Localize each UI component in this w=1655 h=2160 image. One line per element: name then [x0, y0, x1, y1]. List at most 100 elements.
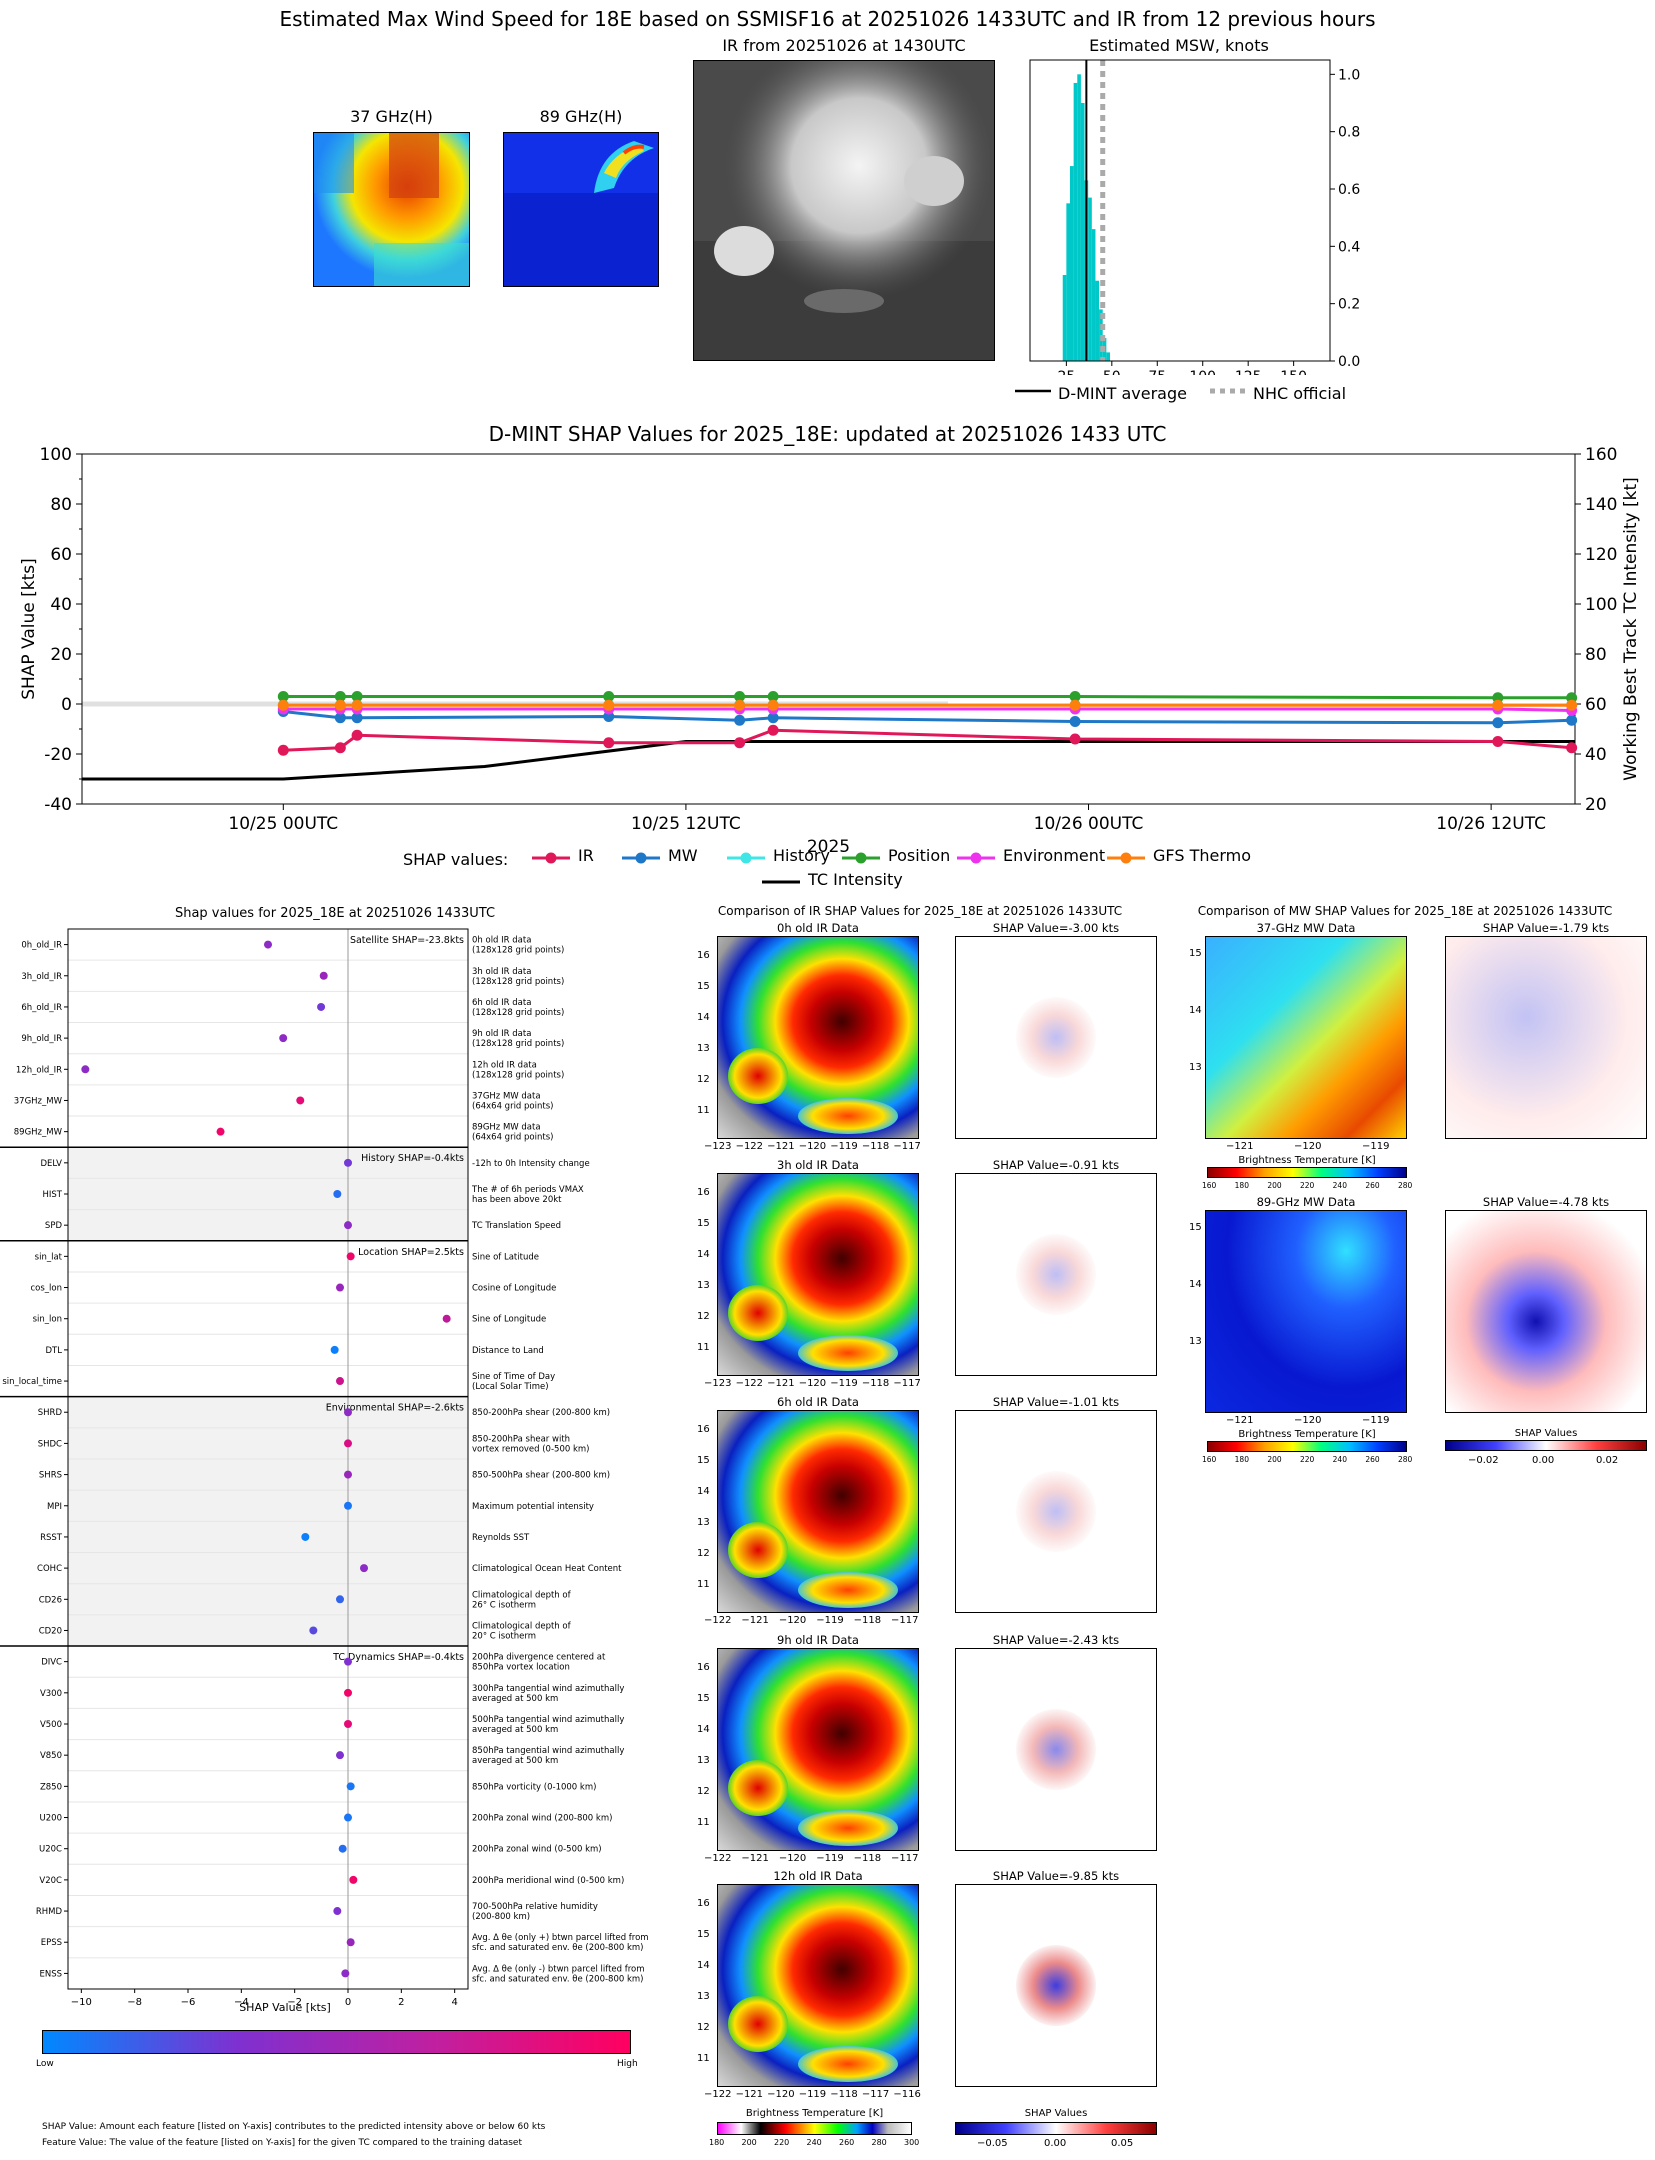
feature-group-label: TC Dynamics SHAP=-0.4kts [332, 1652, 464, 1663]
ts-xlabel: 2025 [807, 837, 850, 857]
ir-panel-title: 6h old IR Data [777, 1395, 859, 1409]
ir-panel-title: 12h old IR Data [773, 1869, 863, 1883]
ts-xtick-label: 10/25 12UTC [631, 814, 741, 834]
ts-legend-label: MW [668, 846, 698, 865]
series-point [277, 744, 289, 756]
feature-shap-point [344, 1439, 352, 1448]
ir-lon-tick: −122 [735, 1378, 764, 1389]
series-ir [277, 724, 1578, 756]
feature-description: Climatological depth of [472, 1590, 572, 1600]
ir-lon-tick: −118 [853, 1853, 882, 1864]
feature-name: SHRS [39, 1471, 62, 1481]
mw-bt-colorbar [1207, 1441, 1407, 1452]
hist-legend-dmint: D-MINT average [1058, 384, 1187, 403]
ir-lon-tick: −121 [741, 1853, 769, 1864]
feature-name: 9h_old_IR [21, 1034, 62, 1044]
ts-legend: IR MW History Position Environment GFS Thermo… [530, 846, 1350, 896]
ir-bt-tick: 260 [839, 2138, 855, 2147]
ir-lon-tick: −121 [767, 1378, 795, 1389]
feature-shap-point [296, 1096, 305, 1105]
colorbar-low-label: Low [36, 2059, 54, 2069]
mw-bt-tick: 260 [1365, 1455, 1380, 1464]
series-position [277, 691, 1578, 704]
feature-shap-chart: Satellite SHAP=-23.8kts History SHAP=-0.4… [0, 928, 649, 2008]
ts-legend-swatch [842, 852, 880, 864]
hist-ytick-label: 0.2 [1338, 297, 1360, 313]
ir-lat-tick: 16 [697, 1898, 710, 1909]
ir-lat-tick: 15 [697, 1218, 710, 1229]
shap-ts-chart: -40 -20 0 20 40 60 80 100 20 40 60 80 100 120 140 160 10… [19, 445, 1641, 857]
mw-shap-map [1445, 936, 1647, 1139]
feature-description: Sine of Longitude [472, 1315, 546, 1325]
series-point [351, 699, 363, 711]
feature-name: cos_lon [30, 1284, 62, 1294]
ir-bt-colorbar [717, 2122, 912, 2135]
feature-shap-point [319, 971, 328, 980]
ts-legend-swatch-dot [1120, 852, 1132, 864]
feature-description: Climatological depth of [472, 1621, 572, 1631]
ir-shap-tick: −0.05 [977, 2138, 1008, 2149]
mw-shap-tick: −0.02 [1468, 1455, 1499, 1466]
feature-shap-point [442, 1314, 451, 1323]
ts-frame [81, 453, 1576, 805]
ir-lat-tick: 15 [697, 981, 710, 992]
feature-description: (64x64 grid points) [472, 1101, 553, 1111]
ir-lat-tick: 16 [697, 950, 710, 961]
mw37-image [313, 132, 470, 287]
ir-brightness-image [717, 1173, 919, 1376]
mw-shap-map [1445, 1210, 1647, 1413]
hist-bar [1088, 197, 1092, 361]
ts-legend-title: SHAP values: [403, 850, 509, 869]
ts-ytick-label: 60 [50, 545, 72, 565]
feature-shap-point [338, 1844, 347, 1853]
ir-lon-tick: −116 [893, 2089, 921, 2100]
feature-description: (200-800 km) [472, 1912, 530, 1922]
ts-legend-label: Environment [1003, 846, 1106, 865]
ir-lat-tick: 13 [697, 1991, 710, 2002]
ts-legend-swatch-dot [740, 852, 752, 864]
feature-description: Avg. Δ θe (only -) btwn parcel lifted fr… [472, 1964, 645, 1974]
ts-ytick-right-label: 20 [1585, 795, 1607, 815]
feature-description: The # of 6h periods VMAX [471, 1185, 584, 1195]
ir-lon-tick: −118 [861, 1378, 890, 1389]
feature-shap-point [344, 1720, 352, 1728]
mw-bt-tick: 240 [1332, 1455, 1347, 1464]
ir-lon-tick: −117 [893, 1141, 921, 1152]
feature-name: ENSS [39, 1969, 62, 1979]
feature-name: V850 [40, 1751, 62, 1761]
series-point [334, 699, 346, 711]
ir-lon-tick: −117 [893, 1378, 921, 1389]
feature-description: (128x128 grid points) [472, 1039, 564, 1049]
feature-colorbar [42, 2030, 631, 2054]
feature-shap-point [344, 1501, 352, 1510]
feature-xlabel: SHAP Value [kts] [239, 2001, 331, 2014]
series-line [283, 710, 1572, 725]
hist-bar [1066, 203, 1070, 361]
mw-panel-title: 89-GHz MW Data [1256, 1195, 1356, 1209]
feature-description: 850-200hPa shear with [472, 1434, 570, 1444]
feature-name: Z850 [40, 1782, 62, 1792]
mw37-title: 37 GHz(H) [350, 107, 433, 126]
hist-xtick-label: 150 [1280, 369, 1307, 375]
series-mw [277, 706, 1578, 729]
ir-lon-tick: −117 [891, 1853, 919, 1864]
mw-shap-tick: 0.02 [1596, 1455, 1619, 1466]
feature-description: (128x128 grid points) [472, 977, 564, 987]
ir-brightness-image [717, 1884, 919, 2087]
mw-bt-tick: 180 [1234, 1455, 1249, 1464]
feature-name: RHMD [36, 1907, 63, 1917]
mw-bt-tick: 240 [1332, 1181, 1347, 1190]
ir-cloud-cluster [798, 1334, 898, 1371]
feature-shap-point [333, 1907, 342, 1916]
feature-name: 0h_old_IR [21, 941, 62, 951]
hist-xtick-label: 125 [1235, 369, 1262, 375]
series-point [1492, 699, 1504, 711]
ir-lon-tick: −123 [704, 1141, 732, 1152]
mw-bt-tick: 260 [1365, 1181, 1380, 1190]
feature-shap-point [344, 1221, 352, 1230]
feature-shap-point [336, 1283, 344, 1292]
ts-xtick-label: 10/26 12UTC [1436, 814, 1546, 834]
series-point [1566, 714, 1578, 726]
feature-description: 12h old IR data [472, 1060, 537, 1070]
ir-bt-tick: 280 [871, 2138, 887, 2147]
